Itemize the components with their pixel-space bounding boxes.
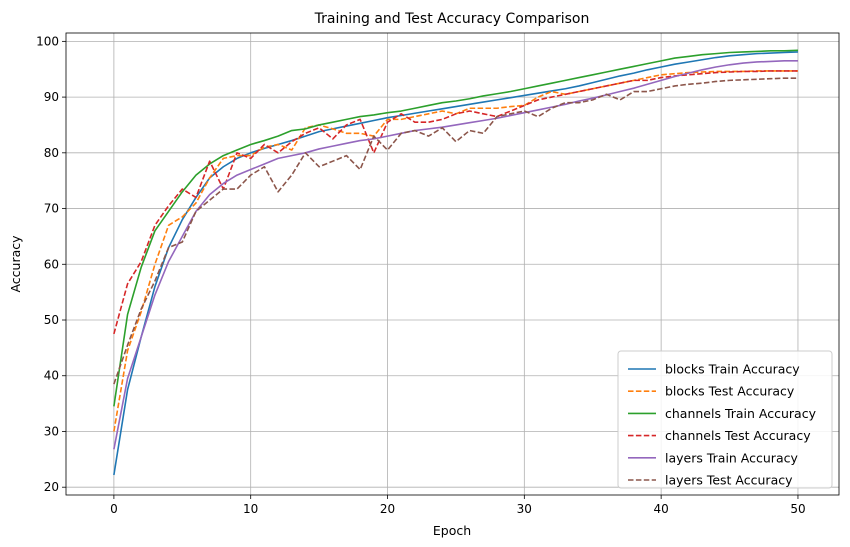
legend-entry-label: layers Train Accuracy bbox=[665, 450, 798, 465]
x-axis-label: Epoch bbox=[433, 523, 471, 538]
chart-title: Training and Test Accuracy Comparison bbox=[314, 11, 590, 27]
y-tick-label: 100 bbox=[36, 34, 59, 48]
y-tick-label: 70 bbox=[44, 202, 59, 216]
legend-entry-label: layers Test Accuracy bbox=[665, 473, 793, 488]
x-tick-label: 10 bbox=[243, 502, 258, 516]
legend-box bbox=[617, 350, 833, 489]
x-tick-label: 0 bbox=[110, 502, 118, 516]
x-tick-label: 50 bbox=[790, 502, 805, 516]
series-line-2 bbox=[113, 49, 798, 407]
y-tick-label: 40 bbox=[44, 369, 59, 383]
x-tick-label: 40 bbox=[654, 502, 669, 516]
legend-entry-label: channels Train Accuracy bbox=[665, 406, 817, 421]
legend: blocks Train Accuracy blocks Test Accurac… bbox=[617, 350, 833, 489]
legend-entry-label: blocks Test Accuracy bbox=[665, 384, 795, 399]
y-tick-label: 90 bbox=[44, 90, 59, 104]
grid-lines bbox=[66, 33, 839, 495]
y-tick-label: 50 bbox=[44, 313, 59, 327]
series-line-3 bbox=[113, 70, 798, 335]
y-axis-label: Accuracy bbox=[8, 235, 23, 293]
series-line-0 bbox=[113, 51, 798, 476]
y-tick-label: 60 bbox=[44, 257, 59, 271]
legend-entry-label: channels Test Accuracy bbox=[665, 428, 811, 443]
y-tick-label: 20 bbox=[44, 480, 59, 494]
legend-entry-label: blocks Train Accuracy bbox=[665, 362, 800, 377]
y-tick-label: 30 bbox=[44, 424, 59, 438]
series-line-4 bbox=[113, 60, 798, 450]
x-tick-label: 20 bbox=[380, 502, 395, 516]
series-line-5 bbox=[113, 77, 798, 385]
axis-ticks: 0 10 20 30 40 50 20 30 40 50 60 70 80 90 100 bbox=[36, 34, 806, 516]
series-lines bbox=[113, 49, 798, 476]
y-tick-label: 80 bbox=[44, 146, 59, 160]
x-tick-label: 30 bbox=[517, 502, 532, 516]
